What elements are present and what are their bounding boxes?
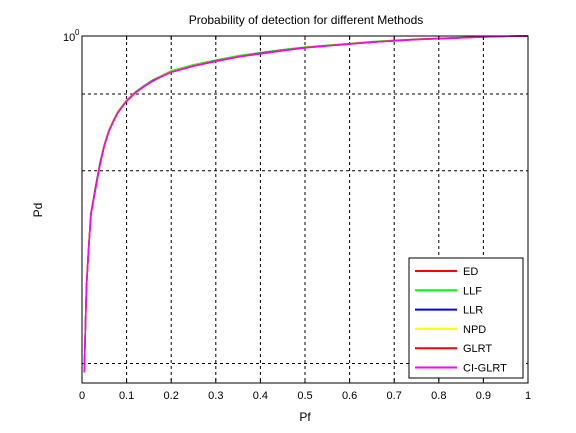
x-tick-label: 0.2 xyxy=(164,390,179,402)
x-tick-label: 0 xyxy=(79,390,85,402)
x-tick-label: 0.9 xyxy=(476,390,491,402)
legend-label: LLR xyxy=(463,305,483,317)
legend: ED LLF LLR NPD GLRT CI-GLRT xyxy=(408,257,524,379)
legend-label: GLRT xyxy=(463,343,492,355)
series-line-ci-glrt xyxy=(83,35,529,373)
series-layer xyxy=(83,35,529,373)
x-tick-label: 0.7 xyxy=(387,390,402,402)
x-tick-label: 0.8 xyxy=(431,390,446,402)
x-axis-label: Pf xyxy=(299,410,311,424)
y-tick-label-exponent: 0 xyxy=(75,28,80,37)
x-tick-label: 1 xyxy=(525,390,531,402)
legend-box xyxy=(408,257,524,379)
x-tick-label: 0.5 xyxy=(297,390,312,402)
x-tick-label: 0.4 xyxy=(253,390,268,402)
legend-label: LLF xyxy=(463,285,482,297)
x-tick-label: 0.1 xyxy=(119,390,134,402)
legend-label: ED xyxy=(463,266,478,278)
x-tick-label: 0.3 xyxy=(208,390,223,402)
legend-label: CI-GLRT xyxy=(463,363,507,375)
y-tick-label-base: 10 xyxy=(63,32,75,44)
legend-label: NPD xyxy=(463,324,486,336)
plot-area xyxy=(81,35,529,384)
chart-title: Probability of detection for different M… xyxy=(189,13,424,27)
y-axis-label: Pd xyxy=(31,203,45,218)
x-axis-ticks: 0 0.1 0.2 0.3 0.4 0.5 0.6 0.7 0.8 0.9 1 xyxy=(79,36,531,402)
x-tick-label: 0.6 xyxy=(342,390,357,402)
y-tick-top: 10 0 xyxy=(63,28,80,44)
